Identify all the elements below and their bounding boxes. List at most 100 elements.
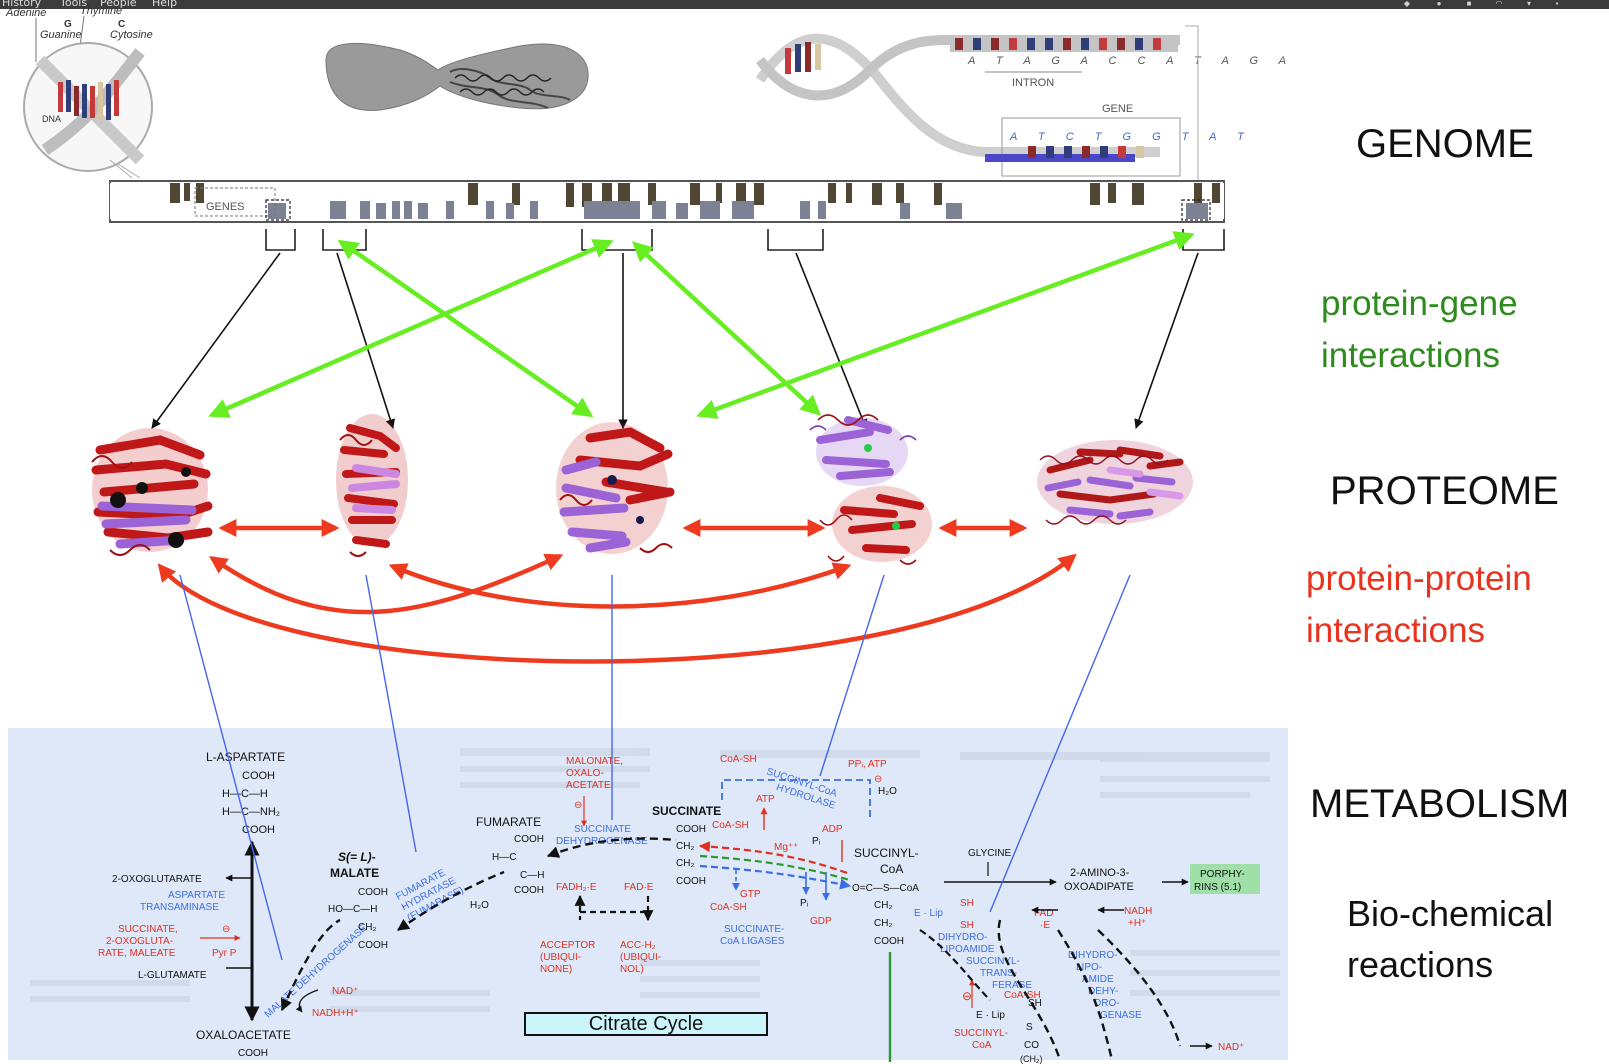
genes-label: GENES [206,201,245,213]
cooh-6: COOH [514,834,544,845]
porphyrins-box [1190,864,1260,894]
hp-icon[interactable]: ● [1436,0,1442,8]
s-malate-1: S(= L)- [338,850,376,864]
asp-transaminase-2: TRANSAMINASE [140,902,219,913]
succ-inhibitor-3: RATE, MALEATE [98,948,176,959]
succ-coa-ligases-1: SUCCINATE- [724,924,784,935]
hc-text: H—C [492,852,516,863]
protein-protein-label-2: interactions [1306,611,1485,650]
dihydro-succ-1: DIHYDRO- [938,932,987,943]
nad-end: NAD⁺ [1218,1042,1244,1053]
genome-bar: GENES [109,180,1225,223]
adp: ADP [822,824,843,835]
dihydro-dh-3: AMIDE [1082,974,1114,985]
protein-structure-4 [809,414,932,565]
porphyrins-1: PORPHY- [1200,869,1245,880]
ppi-atp: PPᵢ, ATP [848,759,887,770]
acc-h2-2: (UBIQUI- [620,952,661,963]
acceptor-3: NONE) [540,964,572,975]
nadh-h2-1: NADH [1124,906,1152,917]
malonate-1: MALONATE, [566,756,623,767]
dihydro-succ-2: LIPOAMIDE [940,944,995,955]
succ-inhibitor-1: SUCCINATE, [118,924,178,935]
protein-structure-5 [1037,440,1193,525]
c-label: C [118,19,125,30]
protein-structure-2 [336,414,408,557]
nad-plus: NAD⁺ [332,986,358,997]
oxoglutarate: 2-OXOGLUTARATE [112,874,202,885]
amino-oxoadipate-2: OXOADIPATE [1064,881,1134,893]
ch2-1: CH₂ [358,922,376,933]
pi-2: Pᵢ [800,898,809,909]
dihydro-succ-3: SUCCINYL- [966,956,1020,967]
protein-protein-label-1: protein-protein [1306,559,1532,598]
protein-gene-label-2: interactions [1321,336,1500,375]
faded-background-text [30,748,1280,1012]
cooh-7: COOH [514,885,544,896]
cooh-9: COOH [676,876,706,887]
monitor-icon[interactable]: ■ [1466,0,1472,8]
cytosine-label: Cytosine [110,29,153,41]
network-icon[interactable]: ◆ [1403,0,1411,8]
e-lip-2: E · Lip [976,1010,1005,1021]
acceptor-1: ACCEPTOR [540,940,595,951]
ch2-3: CH₂ [676,858,694,869]
sequence-bottom: A T C T G G T A T [1009,131,1253,143]
menu-help[interactable]: Help [152,0,178,9]
protein-protein-arrows [157,519,1077,664]
succ-dh-1: SUCCINATE [574,824,631,835]
wifi-icon[interactable]: ◠ [1495,0,1503,8]
l-aspartate: L-ASPARTATE [206,750,285,764]
inhibit-sign-3: ⊖ [874,774,882,785]
oxaloacetate: OXALOACETATE [196,1028,291,1042]
dihydro-dh-6: GENASE [1100,1010,1142,1021]
gdp: GDP [810,916,832,927]
dihydro-dh-5: DRO- [1094,998,1120,1009]
menu-people[interactable]: People [100,0,137,9]
succinyl-coa-1: SUCCINYL- [854,846,919,860]
asp-transaminase-1: ASPARTATE [168,890,225,901]
co-label: CO [1024,1040,1039,1051]
succ-coa-ligases-2: CoA LIGASES [720,936,785,947]
gtp: GTP [740,889,761,900]
adenine-label: Adenine [5,7,46,19]
porphyrins-2: RINS (5.1) [1194,882,1241,893]
protein-to-reaction-lines [179,574,1131,961]
intron-label: INTRON [1012,77,1054,89]
notification-icon[interactable]: ▪ [1555,0,1559,8]
citrate-cycle-pathway: L-ASPARTATE COOH H—C—H H—C—NH₂ COOH 2-OX… [98,750,1260,1064]
glycine: GLYCINE [968,848,1011,859]
menu-history[interactable]: History [2,0,42,9]
atp-1: ATP [756,794,775,805]
dihydro-succ-4: TRANS- [980,968,1017,979]
hch-1: H—C—H [222,788,268,800]
nadh-h2-2: +H⁺ [1128,918,1146,929]
s-label: S [1026,1022,1033,1033]
ch2-2: CH₂ [676,841,694,852]
ch2-4: CH₂ [874,900,892,911]
succinyl-coa-red-1: SUCCINYL- [954,1028,1008,1039]
menu-tools[interactable]: Tools [60,0,88,9]
acc-h2-1: ACC·H₂ [620,940,656,951]
nadh-h: NADH+H⁺ [312,1008,359,1019]
h2o-2: H₂O [878,786,897,797]
chevron-down-icon[interactable]: ▾ [1526,0,1531,8]
protein-structure-3 [556,422,675,554]
pi-1: Pᵢ [812,836,821,847]
coa-sh-3: CoA-SH [710,902,747,913]
succ-inhibitor-2: 2-OXOGLUTA- [106,936,173,947]
malonate-2: OXALO- [566,768,604,779]
g-label: G [64,19,72,30]
amino-oxoadipate-1: 2-AMINO-3- [1070,867,1130,879]
guanine-label: Guanine [40,29,82,41]
inhibit-sign-1: ⊖ [222,924,230,935]
chromosome-illustration [325,42,589,111]
dna-illustration: Adenine Thymine G C Guanine Cytosine DNA [5,5,153,179]
fumarate: FUMARATE [476,815,541,829]
hoch: HO—C—H [328,904,377,915]
fad-e2-2: ·E [1040,920,1050,931]
ch2-ch3: (CH₂) [1020,1054,1043,1064]
succinyl-coa-2: CoA [880,862,903,876]
mg: Mg⁺⁺ [774,842,798,853]
citrate-cycle-caption: Citrate Cycle [524,1012,768,1036]
